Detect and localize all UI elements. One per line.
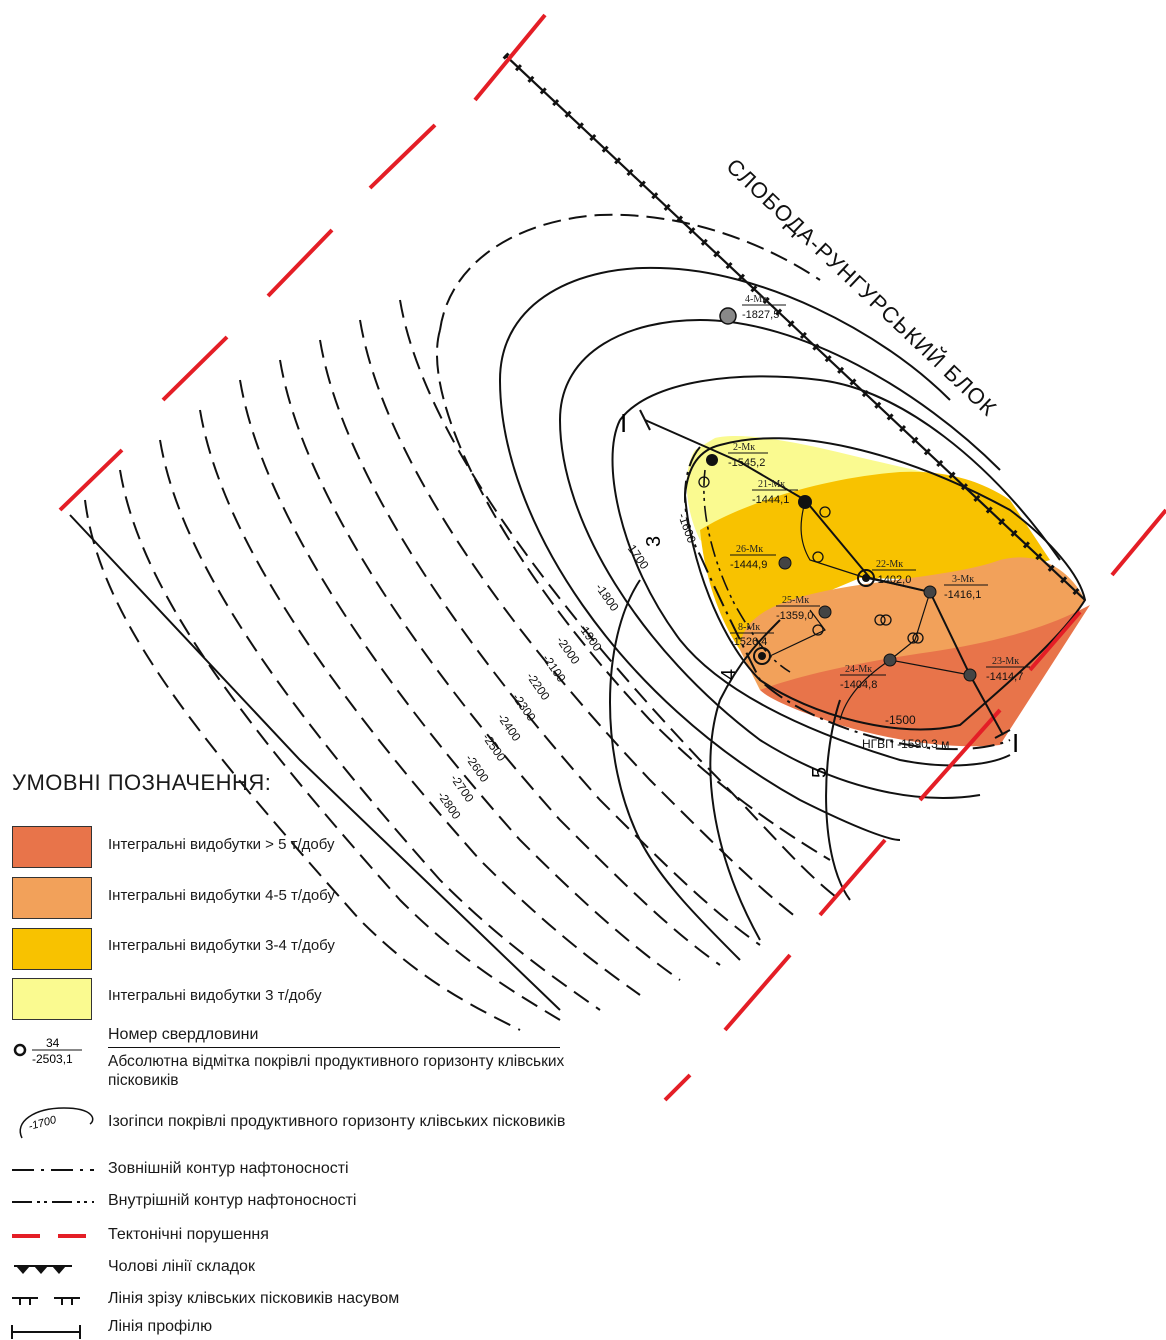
well-4: 4-Мк -1827,5 bbox=[719, 294, 786, 325]
isohypses bbox=[436, 213, 1087, 961]
legend-thrust-label: Лінія зрізу клівських пісковиків насувом bbox=[108, 1290, 400, 1307]
legend-line-samples bbox=[11, 1169, 94, 1339]
productivity-zones bbox=[686, 435, 1090, 747]
well-24: 24-Мк -1404,8 bbox=[840, 653, 897, 691]
legend-well-sample-elev: -2503,1 bbox=[32, 1052, 73, 1066]
legend-swatch-45 bbox=[12, 877, 92, 919]
flank-contours bbox=[84, 299, 841, 1031]
well-21: 21-Мк -1444,1 bbox=[752, 479, 812, 509]
well-num-21: 21-Мк bbox=[758, 479, 785, 490]
legend-swatch-3 bbox=[12, 978, 92, 1020]
legend-well-divider bbox=[108, 1047, 560, 1048]
well-num-25: 25-Мк bbox=[782, 595, 809, 606]
well-elev-25: -1359,0 bbox=[776, 610, 813, 622]
well-22: 22-Мк -1402,0 bbox=[857, 559, 916, 587]
well-elev-22: -1402,0 bbox=[874, 574, 911, 586]
legend-well-num-label: Номер свердловини bbox=[108, 1026, 259, 1043]
well-elev-4: -1827,5 bbox=[742, 309, 779, 321]
well-elev-3: -1416,1 bbox=[944, 589, 981, 601]
well-2: 2-Мк -1545,2 bbox=[706, 442, 768, 469]
legend-well-sample: 34 -2503,1 bbox=[13, 1036, 82, 1066]
legend-profile-sample bbox=[11, 1325, 81, 1339]
legend-thrust-sample bbox=[12, 1297, 80, 1305]
well-num-26: 26-Мк bbox=[736, 544, 763, 555]
section-label-5: 5 bbox=[809, 767, 831, 778]
contour-label-2200: -2200 bbox=[524, 670, 553, 703]
well-num-8: 8-Мк bbox=[738, 622, 760, 633]
tectonic-faults bbox=[58, 13, 1166, 1102]
thrust-cut-line bbox=[69, 514, 561, 1011]
well-num-3: 3-Мк bbox=[952, 574, 974, 585]
contour-label-2600: -2600 bbox=[463, 752, 492, 785]
legend-swatch-34 bbox=[12, 928, 92, 970]
legend-label-45: Інтегральні видобутки 4-5 т/добу bbox=[108, 887, 335, 904]
contour-label-2300: -2300 bbox=[510, 691, 539, 724]
well-num-23: 23-Мк bbox=[992, 656, 1019, 667]
legend-profile-label: Лінія профілю bbox=[108, 1318, 213, 1335]
well-26: 26-Мк -1444,9 bbox=[730, 544, 792, 571]
unnumbered-wells bbox=[698, 476, 924, 644]
legend-isohypse-label: Ізогіпси покрівлі продуктивного горизонт… bbox=[108, 1113, 566, 1130]
well-elev-26: -1444,9 bbox=[730, 559, 767, 571]
well-num-22: 22-Мк bbox=[876, 559, 903, 570]
well-elev-8: -1526,4 bbox=[730, 636, 767, 648]
well-elev-2: -1545,2 bbox=[728, 457, 765, 469]
legend-label-gt5: Інтегральні видобутки > 5 т/добу bbox=[108, 836, 335, 853]
well-num-2: 2-Мк bbox=[733, 442, 755, 453]
well-num-4: 4-Мк bbox=[745, 294, 767, 305]
well-3: 3-Мк -1416,1 bbox=[923, 574, 988, 601]
wells: 4-Мк -1827,5 2-Мк -1545,2 21-Мк -1444,1 … bbox=[698, 294, 1030, 691]
well-num-24: 24-Мк bbox=[845, 664, 872, 675]
contour-label-1800: -1800 bbox=[593, 581, 622, 614]
owc-label: НГВП -1590,3 м bbox=[862, 737, 949, 751]
well-elev-21: -1444,1 bbox=[752, 494, 789, 506]
profile-end-label: I bbox=[1012, 728, 1019, 758]
section-label-3: 3 bbox=[643, 536, 665, 547]
well-23: 23-Мк -1414,7 bbox=[963, 656, 1030, 683]
legend-title: УМОВНІ ПОЗНАЧЕННЯ: bbox=[12, 770, 272, 795]
legend-isohypse-value: -1700 bbox=[27, 1114, 58, 1133]
zone-4-5t bbox=[740, 557, 1085, 690]
legend-label-3: Інтегральні видобутки 3 т/добу bbox=[108, 987, 322, 1004]
legend-outer-contour-label: Зовнішній контур нафтоносності bbox=[108, 1160, 349, 1177]
legend-inner-contour-label: Внутрішній контур нафтоносності bbox=[108, 1192, 357, 1209]
fold-front-line bbox=[502, 52, 1088, 603]
contour-label-2500: -2500 bbox=[480, 731, 509, 764]
legend-fold-sample bbox=[14, 1265, 72, 1274]
well-elev-24: -1404,8 bbox=[840, 679, 877, 691]
legend-isohypse-sample: -1700 bbox=[19, 1107, 94, 1139]
well-8: 8-Мк -1526,4 bbox=[730, 622, 774, 665]
contour-label-2400: -2400 bbox=[495, 711, 524, 744]
profile-start-label: I bbox=[620, 408, 627, 438]
legend-swatch-gt5 bbox=[12, 826, 92, 868]
well-25: 25-Мк -1359,0 bbox=[776, 595, 832, 622]
legend-well-sample-num: 34 bbox=[46, 1036, 60, 1050]
inner-oil-contour bbox=[703, 469, 791, 673]
well-elev-23: -1414,7 bbox=[986, 671, 1023, 683]
legend-faults-label: Тектонічні порушення bbox=[108, 1226, 269, 1243]
contour-label-1500: -1500 bbox=[885, 713, 916, 727]
legend-fold-label: Чолові лінії складок bbox=[108, 1258, 255, 1275]
legend-well-elev-label: Абсолютна відмітка покрівлі продуктивног… bbox=[108, 1053, 565, 1089]
section-label-4: 4 bbox=[718, 669, 740, 680]
legend-label-34: Інтегральні видобутки 3-4 т/добу bbox=[108, 937, 335, 954]
